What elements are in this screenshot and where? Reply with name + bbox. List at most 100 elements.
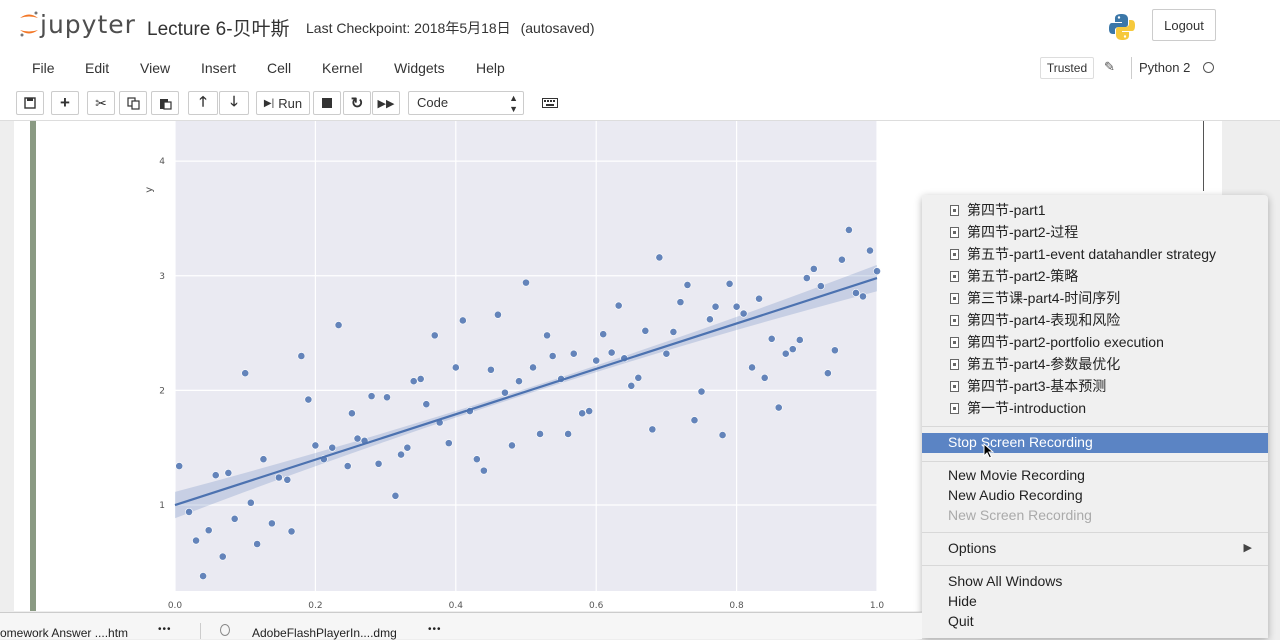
notebook-name[interactable]: Lecture 6-贝叶斯 [147, 19, 290, 40]
cut-button[interactable]: ✂ [87, 91, 115, 115]
interrupt-button[interactable] [313, 91, 341, 115]
save-icon [24, 97, 36, 109]
arrow-down-icon: 🡓 [230, 93, 238, 109]
stop-screen-recording-item[interactable]: Stop Screen Recording [922, 433, 1268, 453]
window-item[interactable]: 第四节-part3-基本预测 [950, 376, 1106, 396]
window-item-label: 第五节-part1-event datahandler strategy [967, 246, 1217, 262]
window-item[interactable]: 第四节-part4-表现和风险 [950, 310, 1120, 330]
x-tick-label: 0.0 [168, 601, 183, 611]
stop-recording-label: Stop Screen Recording [948, 434, 1093, 450]
window-item-label: 第一节-introduction [967, 400, 1087, 416]
data-point [297, 352, 306, 360]
move-up-button[interactable]: 🡑 [188, 91, 218, 115]
paste-button[interactable] [151, 91, 179, 115]
jupyter-logo[interactable]: jupyter [18, 8, 136, 40]
window-item[interactable]: 第五节-part4-参数最优化 [950, 354, 1120, 374]
window-item-label: 第三节课-part4-时间序列 [967, 290, 1121, 306]
data-point [627, 381, 636, 390]
menu-edit[interactable]: Edit [85, 60, 110, 76]
show-all-windows-item[interactable]: Show All Windows [948, 573, 1063, 589]
menu-insert[interactable]: Insert [201, 60, 237, 76]
download-more-icon[interactable]: ••• [428, 624, 442, 635]
data-point [755, 294, 763, 303]
window-item-label: 第四节-part4-表现和风险 [967, 312, 1121, 328]
y-tick-label: 4 [159, 157, 165, 167]
move-down-button[interactable]: 🡓 [219, 91, 249, 115]
window-item[interactable]: 第三节课-part4-时间序列 [950, 288, 1120, 308]
restart-button[interactable]: ↻ [343, 91, 371, 115]
options-item[interactable]: Options [948, 540, 997, 556]
menu-kernel[interactable]: Kernel [322, 60, 363, 76]
copy-button[interactable] [119, 91, 147, 115]
menu-cell[interactable]: Cell [267, 60, 292, 76]
select-arrows-icon: ▲ ▼ [509, 93, 518, 114]
download-item-html[interactable]: omework Answer ....htm [0, 626, 129, 640]
data-point [403, 443, 412, 452]
save-button[interactable] [16, 91, 44, 115]
data-point [204, 526, 213, 535]
data-point [283, 475, 292, 484]
window-item[interactable]: 第五节-part1-event datahandler strategy [950, 244, 1216, 264]
download-more-icon[interactable]: ••• [158, 624, 172, 635]
menu-file[interactable]: File [32, 60, 55, 76]
data-point [781, 349, 790, 358]
keyboard-icon [542, 98, 558, 108]
logout-button[interactable]: Logout [1152, 9, 1216, 41]
scrollbar-edge [1203, 121, 1204, 191]
data-point [774, 403, 783, 412]
run-button[interactable]: ▶| Run [256, 91, 310, 115]
plus-icon: + [60, 93, 70, 112]
cell-type-select[interactable]: Code ▲ ▼ [408, 91, 524, 115]
download-item-dmg[interactable]: AdobeFlashPlayerIn....dmg [252, 626, 397, 640]
insert-cell-button[interactable]: + [51, 91, 79, 115]
data-point [669, 328, 678, 336]
window-item[interactable]: 第一节-introduction [950, 398, 1086, 418]
hide-item[interactable]: Hide [948, 593, 977, 609]
data-point [348, 409, 356, 418]
autosave-status: (autosaved) [520, 20, 595, 36]
data-point [760, 373, 769, 382]
new-audio-recording-item[interactable]: New Audio Recording [948, 487, 1083, 503]
document-icon [950, 248, 959, 260]
data-point [641, 326, 650, 335]
data-point [569, 349, 578, 358]
new-movie-recording-item[interactable]: New Movie Recording [948, 467, 1085, 483]
x-tick-label: 0.8 [729, 601, 744, 611]
edit-pencil-icon[interactable]: ✎ [1104, 59, 1115, 74]
menu-widgets[interactable]: Widgets [394, 60, 445, 76]
menu-help[interactable]: Help [476, 60, 505, 76]
download-separator [200, 623, 201, 639]
window-item[interactable]: 第五节-part2-策略 [950, 266, 1078, 286]
data-point [367, 392, 376, 401]
run-label: Run [278, 95, 303, 111]
fast-forward-icon: ▶▶ [377, 97, 395, 110]
data-point [845, 226, 853, 234]
jupyter-logo-text: jupyter [40, 9, 136, 39]
data-point [304, 395, 313, 404]
data-point [648, 425, 657, 434]
data-point [732, 302, 741, 311]
menu-view[interactable]: View [140, 60, 171, 76]
window-item[interactable]: 第四节-part2-过程 [950, 222, 1078, 242]
menu-separator [922, 461, 1268, 462]
y-tick-label: 2 [159, 386, 165, 396]
download-bar: omework Answer ....htm ••• AdobeFlashPla… [0, 612, 922, 640]
trusted-badge[interactable]: Trusted [1040, 57, 1094, 79]
command-palette-button[interactable] [536, 91, 564, 115]
window-item[interactable]: 第四节-part1 [950, 200, 1046, 220]
jupyter-logo-icon [18, 8, 40, 40]
data-point [529, 363, 537, 372]
stop-icon [322, 98, 332, 108]
document-icon [950, 336, 959, 348]
restart-run-all-button[interactable]: ▶▶ [372, 91, 400, 115]
menu-separator [922, 565, 1268, 566]
data-point [725, 279, 734, 288]
dmg-file-icon [220, 624, 230, 636]
quit-item[interactable]: Quit [948, 613, 974, 629]
x-tick-label: 0.2 [308, 601, 322, 611]
document-icon [950, 270, 959, 282]
window-item[interactable]: 第四节-part2-portfolio execution [950, 332, 1164, 352]
data-point [599, 330, 608, 339]
data-point [444, 439, 453, 448]
data-point [873, 267, 881, 276]
